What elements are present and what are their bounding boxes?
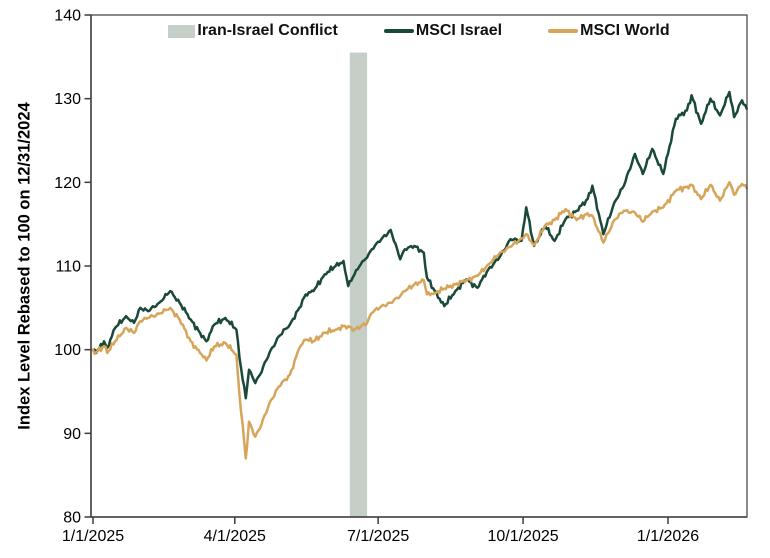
- x-tick-label: 4/1/2025: [204, 528, 266, 545]
- legend-item-conflict-band: Iran-Israel Conflict: [168, 22, 338, 40]
- y-tick-label: 120: [54, 175, 81, 192]
- plot-border: [90, 14, 748, 518]
- y-tick-label: 100: [54, 342, 81, 359]
- legend-item-msci-world: MSCI World: [548, 22, 670, 40]
- legend-label: MSCI Israel: [415, 22, 503, 39]
- msci-israel-line-swatch: [383, 29, 414, 33]
- x-tick-label: 1/1/2026: [637, 528, 699, 545]
- legend-item-msci-israel: MSCI Israel: [383, 22, 503, 40]
- msci-israel-line: [91, 90, 748, 400]
- y-tick-label: 80: [63, 510, 81, 527]
- legend-label: MSCI World: [580, 22, 670, 39]
- x-tick-label: 1/1/2025: [62, 528, 124, 545]
- y-axis-title: Index Level Rebased to 100 on 12/31/2024: [15, 102, 34, 430]
- msci-world-line-swatch: [548, 29, 579, 33]
- legend-label: Iran-Israel Conflict: [197, 22, 338, 39]
- x-tick-label: 10/1/2025: [487, 528, 558, 545]
- x-tick-label: 7/1/2025: [347, 528, 409, 545]
- y-tick-label: 130: [54, 91, 81, 108]
- y-tick-label: 90: [63, 426, 81, 443]
- y-tick-label: 110: [55, 259, 81, 276]
- conflict-band: [349, 52, 368, 517]
- msci-world-line: [91, 181, 748, 460]
- y-tick-label: 140: [54, 8, 81, 25]
- conflict-band-swatch: [168, 24, 196, 38]
- legend: Iran-Israel Conflict MSCI Israel MSCI Wo…: [91, 22, 747, 40]
